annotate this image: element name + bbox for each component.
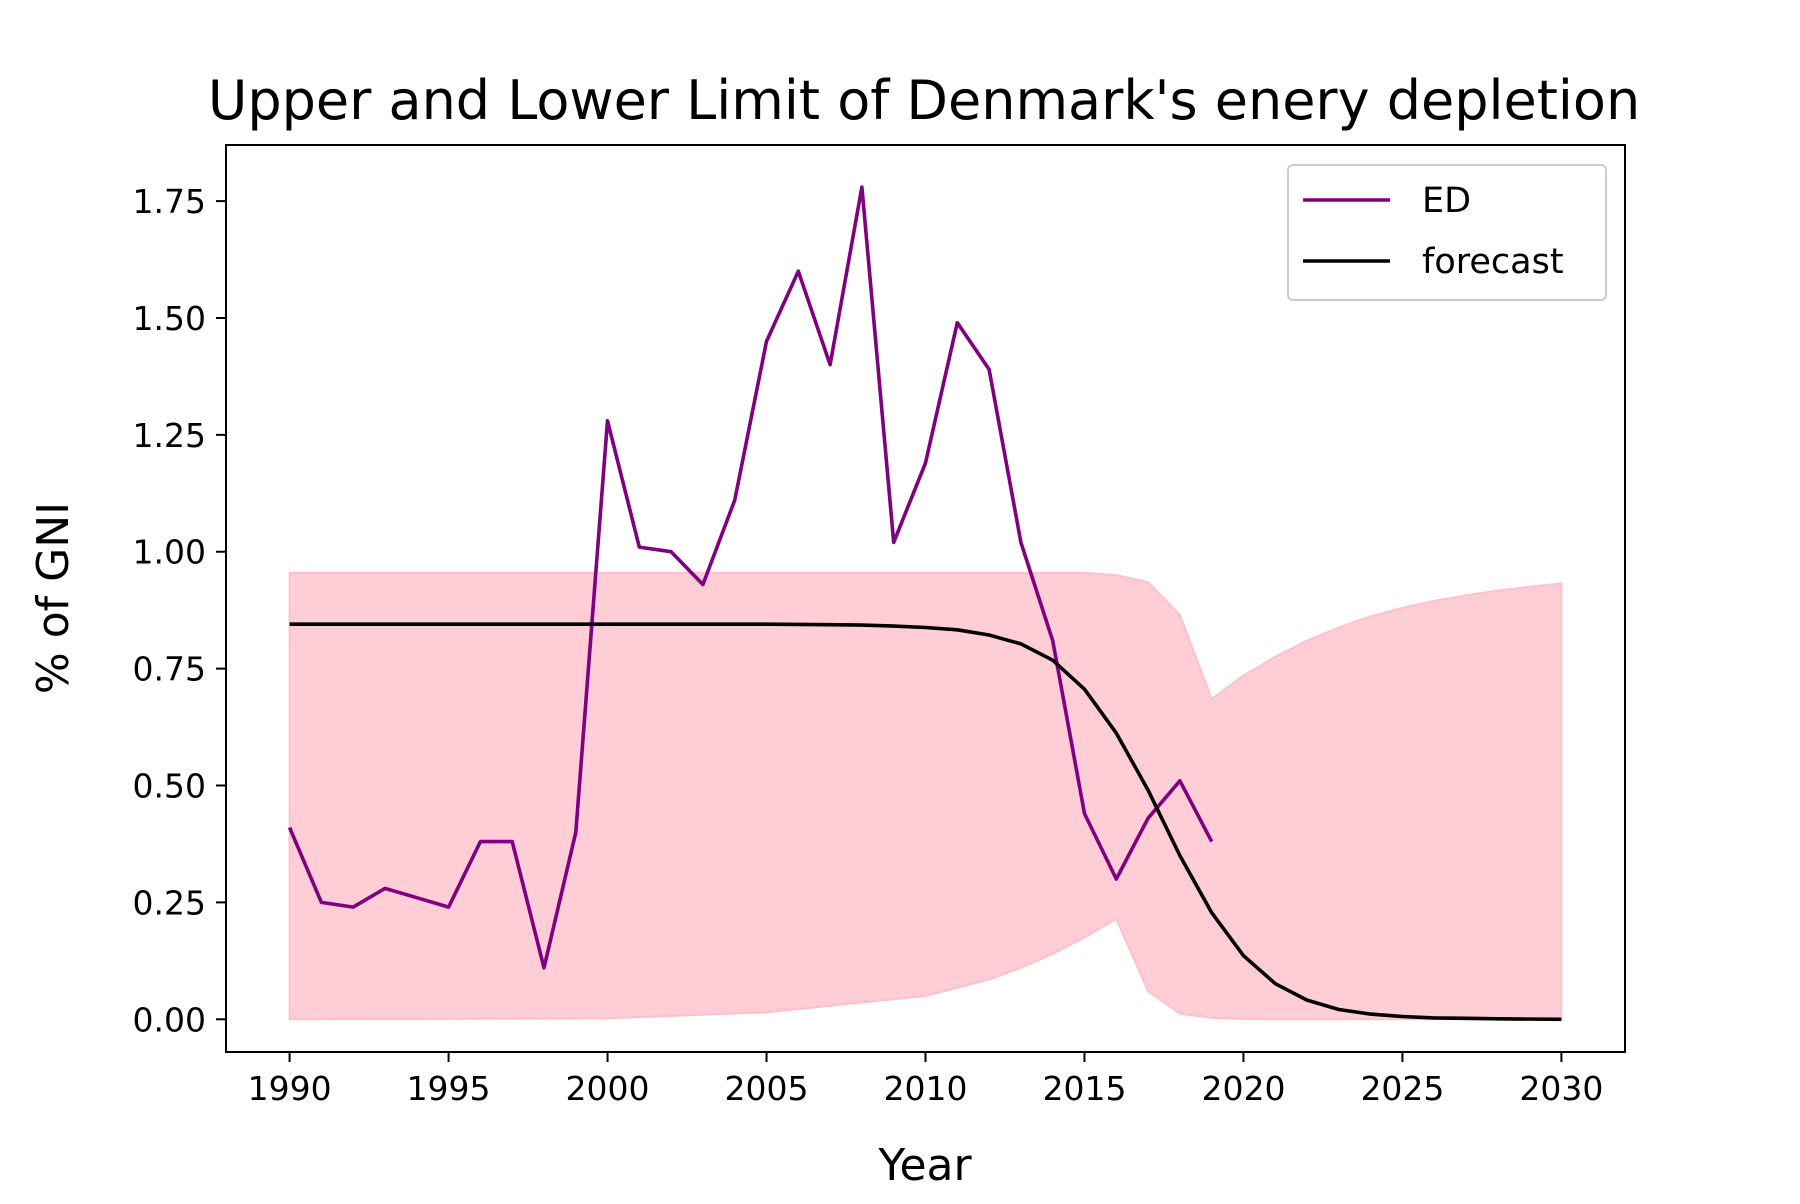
band-layer [288,571,1563,1021]
legend-label-ed: ED [1422,181,1471,221]
x-axis-label: Year [877,1140,972,1191]
y-tick-label: 0.25 [133,883,206,922]
series-layer [287,185,1562,1022]
x-tick-label: 2000 [566,1069,650,1108]
legend: ED forecast [1287,164,1607,301]
legend-label-forecast: forecast [1422,242,1564,282]
chart-title: Upper and Lower Limit of Denmark's enery… [208,69,1640,132]
y-tick-label: 0.50 [133,767,206,806]
y-tick-label: 0.00 [133,1000,206,1039]
x-tick-label: 2010 [884,1069,968,1108]
y-tick-label: 0.75 [133,650,206,689]
x-tick-label: 2020 [1201,1069,1285,1108]
x-axis-ticks: 1990 1995 2000 2005 2010 2015 2020 2025 2030 [248,1052,1603,1108]
y-axis-label: % of GNI [28,502,79,694]
x-tick-label: 2030 [1519,1069,1603,1108]
limit-band-area [288,571,1563,1021]
x-tick-label: 2025 [1360,1069,1444,1108]
series-line-ed [287,185,1214,970]
x-tick-label: 1990 [248,1069,332,1108]
x-tick-label: 2015 [1042,1069,1126,1108]
y-axis-ticks: 0.00 0.25 0.50 0.75 1.00 1.25 1.50 1.75 [133,182,226,1039]
y-tick-label: 1.50 [133,299,206,338]
y-tick-label: 1.25 [133,416,206,455]
series-line-forecast [289,622,1562,1022]
y-tick-label: 1.00 [133,533,206,572]
y-tick-label: 1.75 [133,182,206,221]
x-tick-label: 2005 [725,1069,809,1108]
x-tick-label: 1995 [407,1069,491,1108]
